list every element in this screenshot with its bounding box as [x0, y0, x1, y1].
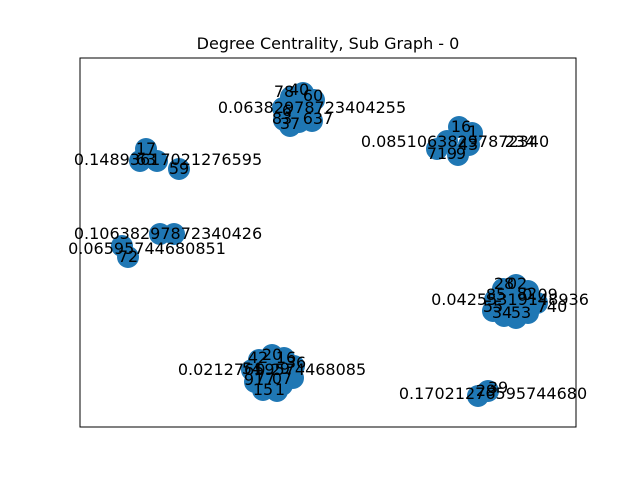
node-label: 6 [282, 101, 292, 120]
node-label: 0.06382978723404255 [218, 98, 406, 117]
node-label: 0.08510638297872340 [361, 132, 549, 151]
node-label: 9 [280, 359, 290, 378]
node-label: 16 [276, 348, 296, 367]
node-label: 91 [244, 370, 264, 389]
cluster-left-upper: 17 63 59 0.14893617021276595 [74, 138, 262, 180]
graph-node [163, 223, 185, 245]
graph-node [279, 115, 301, 137]
node-label: 63 [136, 150, 156, 169]
node-label: 39 [488, 378, 508, 397]
node-label: 1 [468, 122, 478, 141]
node-label: 17 [136, 139, 156, 158]
node-label: 9 [447, 144, 457, 163]
node-label: 85 [486, 285, 506, 304]
node-label: 53 [511, 303, 531, 322]
node-label: 16 [451, 117, 471, 136]
node-label: 59 [169, 159, 189, 178]
node-label: 43 [458, 135, 478, 154]
node-label: 0.10638297872340426 [74, 224, 262, 243]
node-label: 42 [248, 348, 268, 367]
node-label: 740 [537, 297, 568, 316]
cluster-bottom-center: 42 20 16 36 0.02127659574468085 54 0.2 9… [178, 344, 366, 402]
node-label: 9 [456, 144, 466, 163]
node-label: 72 [118, 247, 138, 266]
graph-node [467, 385, 489, 407]
node-label: 0.14893617021276595 [74, 150, 262, 169]
node-label: 234 [505, 132, 536, 151]
graph-node [168, 158, 190, 180]
cluster-left-lower: 0.10638297872340426 72 0.06595744680851 [68, 223, 262, 268]
cluster-right-mid: 28 02 82 0.04255319148936 85 0.09 55 740… [431, 274, 589, 329]
node-label: 78 [274, 82, 294, 101]
node-label: 637 [303, 109, 334, 128]
plot-frame [79, 57, 577, 428]
graph-node [117, 246, 139, 268]
node-label: 15 [253, 380, 273, 399]
node-label: 29 [476, 381, 496, 400]
graph-node [266, 380, 288, 402]
node-label: 0.2 [255, 360, 280, 379]
cluster-top-right: 16 1 0.08510638297872340 234 71 9 43 9 [361, 116, 549, 166]
node-label: 20 [262, 345, 282, 364]
node-label: 36 [286, 353, 306, 372]
node-label: 34 [492, 303, 512, 322]
node-label: 54 [242, 359, 262, 378]
graph-node [146, 150, 168, 172]
figure-title: Degree Centrality, Sub Graph - 0 [197, 34, 460, 53]
graph-node [426, 138, 448, 160]
node-label: 83 [272, 109, 292, 128]
node-label: 77 [255, 369, 275, 388]
node-label: 0.09 [522, 285, 558, 304]
node-label: 71 [427, 144, 447, 163]
node-label: 40 [289, 80, 309, 99]
node-label: 07 [272, 369, 292, 388]
node-label: 0.06595744680851 [68, 239, 226, 258]
cluster-bottom-right: 29 0.17021276595744680 39 [399, 378, 587, 407]
node-label: 0.02127659574468085 [178, 360, 366, 379]
graph-node [447, 144, 469, 166]
graph-node [129, 150, 151, 172]
node-label: 0.04255319148936 [431, 290, 589, 309]
node-label: 02 [507, 274, 527, 293]
node-label: 55 [483, 297, 503, 316]
node-label: 37 [280, 114, 300, 133]
node-label: 28 [494, 274, 514, 293]
graph-node [517, 302, 539, 324]
cluster-top-center: 78 40 60 0.06382978723404255 6 83 37 637 [218, 80, 406, 137]
node-label: 60 [303, 86, 323, 105]
node-label: 82 [517, 284, 537, 303]
graph-node [301, 110, 323, 132]
node-label: 1 [275, 380, 285, 399]
node-label: 0.17021276595744680 [399, 384, 587, 403]
